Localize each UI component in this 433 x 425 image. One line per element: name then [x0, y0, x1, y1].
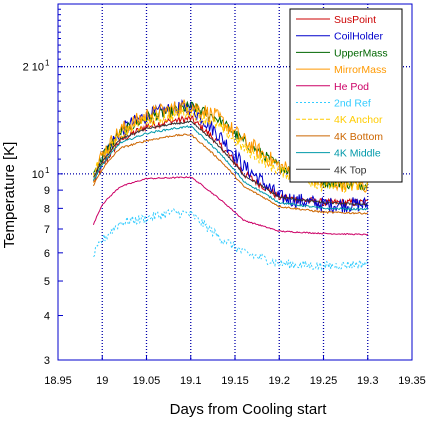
legend-box: [289, 8, 403, 183]
y-tick-label: 8: [44, 203, 50, 215]
x-tick-label: 18.95: [44, 375, 72, 387]
legend-label: SusPoint: [334, 14, 376, 26]
y-tick-label: 4: [44, 311, 50, 323]
y-tick-label: 6: [44, 248, 50, 260]
legend-label: CoilHolder: [334, 31, 384, 43]
legend-label: 4K Bottom: [334, 131, 383, 143]
y-tick-exponent: 1: [45, 166, 50, 175]
legend-label: 4K Middle: [334, 148, 381, 160]
x-tick-label: 19.35: [398, 375, 426, 387]
series-line-4k-middle: [92, 125, 368, 212]
axis-ticks: 18.95 19 19.05 19.1 19.15 19.2 19.25 19.3 19.353…: [23, 8, 426, 387]
y-tick-label: 7: [44, 224, 50, 236]
series-line-4k-top: [92, 120, 368, 206]
legend-label: MirrorMass: [334, 64, 387, 76]
y-tick-label: 10: [32, 169, 44, 181]
x-tick-label: 19: [96, 375, 108, 387]
x-tick-label: 19.1: [180, 375, 201, 387]
legend-label: 2nd Ref: [334, 98, 371, 110]
legend-label: He Pod: [334, 81, 369, 93]
series-line-he-pod: [92, 175, 369, 236]
series-lines: [92, 98, 369, 273]
y-tick-label: 2 10: [23, 62, 44, 74]
series-line-2nd-ref: [93, 208, 369, 273]
x-tick-label: 19.15: [221, 375, 249, 387]
series-line-mirrormass: [92, 99, 369, 193]
legend-label: 4K Top: [334, 164, 367, 176]
x-tick-label: 19.2: [269, 375, 290, 387]
legend-label: 4K Anchor: [334, 114, 383, 126]
y-axis-label: Temperature [K]: [1, 142, 18, 249]
legend: SusPoint CoilHolder UpperMass MirrorMass He …: [289, 8, 403, 183]
x-tick-label: 19.05: [133, 375, 161, 387]
y-tick-label: 3: [44, 355, 50, 367]
y-tick-label: 5: [44, 276, 50, 288]
y-tick-exponent: 1: [45, 59, 50, 68]
series-line-4k-anchor: [92, 106, 369, 193]
y-tick-label: 9: [44, 185, 50, 197]
legend-label: UpperMass: [334, 47, 388, 59]
x-tick-label: 19.25: [310, 375, 338, 387]
series-line-4k-bottom: [92, 133, 369, 215]
x-tick-label: 19.3: [357, 375, 378, 387]
x-axis-label: Days from Cooling start: [170, 401, 328, 418]
